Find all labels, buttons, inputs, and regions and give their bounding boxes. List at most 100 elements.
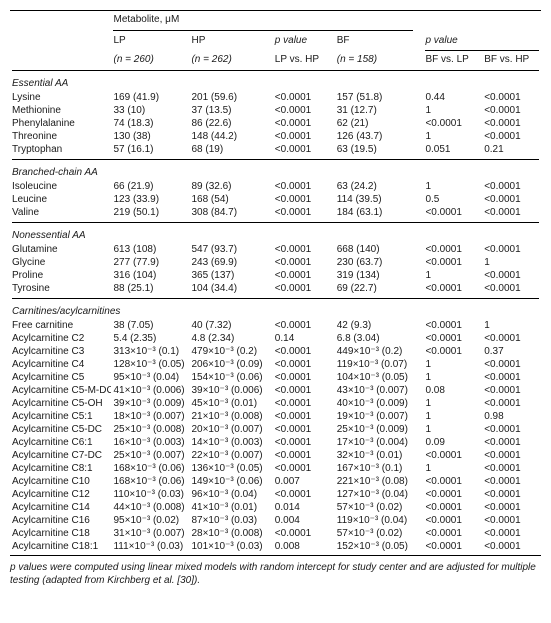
table-row: Acylcarnitine C6:116×10⁻³ (0.003)14×10⁻³… bbox=[10, 436, 541, 449]
col-metabolite: Metabolite, μM bbox=[111, 13, 414, 27]
cell-name: Acylcarnitine C5-DC bbox=[10, 423, 111, 436]
section-rule bbox=[12, 70, 539, 71]
cell-bf: 319 (134) bbox=[335, 269, 415, 282]
cell-gap bbox=[415, 475, 424, 488]
cell-gap bbox=[415, 143, 424, 156]
cell-p1: <0.0001 bbox=[273, 91, 335, 104]
cell-gap bbox=[415, 423, 424, 436]
cell-name: Acylcarnitine C5-OH bbox=[10, 397, 111, 410]
table-row: Acylcarnitine C1695×10⁻³ (0.02)87×10⁻³ (… bbox=[10, 514, 541, 527]
cell-p1: <0.0001 bbox=[273, 180, 335, 193]
col-p1b: LP vs. HP bbox=[273, 54, 335, 67]
cell-name: Glycine bbox=[10, 256, 111, 269]
cell-lp: 39×10⁻³ (0.009) bbox=[111, 397, 189, 410]
cell-bf: 6.8 (3.04) bbox=[335, 332, 415, 345]
cell-bf: 17×10⁻³ (0.004) bbox=[335, 436, 415, 449]
top-rule bbox=[10, 10, 541, 11]
cell-lp: 168×10⁻³ (0.06) bbox=[111, 462, 189, 475]
cell-gap bbox=[415, 193, 424, 206]
cell-bf: 449×10⁻³ (0.2) bbox=[335, 345, 415, 358]
cell-lp: 18×10⁻³ (0.007) bbox=[111, 410, 189, 423]
cell-bf: 230 (63.7) bbox=[335, 256, 415, 269]
cell-p1: <0.0001 bbox=[273, 397, 335, 410]
cell-p2: <0.0001 bbox=[423, 488, 482, 501]
cell-lp: 313×10⁻³ (0.1) bbox=[111, 345, 189, 358]
cell-name: Acylcarnitine C10 bbox=[10, 475, 111, 488]
section-title: Carnitines/acylcarnitines bbox=[10, 302, 541, 319]
cell-p3: <0.0001 bbox=[482, 243, 541, 256]
cell-lp: 316 (104) bbox=[111, 269, 189, 282]
cell-hp: 89 (32.6) bbox=[189, 180, 272, 193]
cell-p2: 1 bbox=[423, 410, 482, 423]
cell-p2: <0.0001 bbox=[423, 117, 482, 130]
cell-bf: 57×10⁻³ (0.02) bbox=[335, 527, 415, 540]
table-row: Free carnitine38 (7.05)40 (7.32)<0.00014… bbox=[10, 319, 541, 332]
cell-p1: <0.0001 bbox=[273, 358, 335, 371]
cell-gap bbox=[415, 436, 424, 449]
col-lp: LP bbox=[111, 34, 189, 47]
cell-lp: 111×10⁻³ (0.03) bbox=[111, 540, 189, 553]
cell-bf: 126 (43.7) bbox=[335, 130, 415, 143]
table-row: Acylcarnitine C8:1168×10⁻³ (0.06)136×10⁻… bbox=[10, 462, 541, 475]
cell-p1: <0.0001 bbox=[273, 256, 335, 269]
metabolite-table: Metabolite, μM LP HP p value BF p value … bbox=[10, 13, 541, 553]
table-row: Acylcarnitine C595×10⁻³ (0.04)154×10⁻³ (… bbox=[10, 371, 541, 384]
cell-bf: 63 (24.2) bbox=[335, 180, 415, 193]
cell-lp: 33 (10) bbox=[111, 104, 189, 117]
section-rule bbox=[12, 222, 539, 223]
cell-p2: <0.0001 bbox=[423, 449, 482, 462]
table-row: Acylcarnitine C5-DC25×10⁻³ (0.008)20×10⁻… bbox=[10, 423, 541, 436]
section-title: Essential AA bbox=[10, 74, 541, 91]
cell-hp: 308 (84.7) bbox=[189, 206, 272, 219]
cell-hp: 4.8 (2.34) bbox=[189, 332, 272, 345]
cell-hp: 104 (34.4) bbox=[189, 282, 272, 295]
cell-p2: 1 bbox=[423, 397, 482, 410]
cell-p1: <0.0001 bbox=[273, 282, 335, 295]
cell-lp: 31×10⁻³ (0.007) bbox=[111, 527, 189, 540]
table-row: Acylcarnitine C4128×10⁻³ (0.05)206×10⁻³ … bbox=[10, 358, 541, 371]
cell-hp: 96×10⁻³ (0.04) bbox=[189, 488, 272, 501]
cell-p1: <0.0001 bbox=[273, 462, 335, 475]
cell-bf: 42 (9.3) bbox=[335, 319, 415, 332]
cell-bf: 32×10⁻³ (0.01) bbox=[335, 449, 415, 462]
table-row: Acylcarnitine C25.4 (2.35)4.8 (2.34)0.14… bbox=[10, 332, 541, 345]
cell-p3: <0.0001 bbox=[482, 206, 541, 219]
cell-hp: 154×10⁻³ (0.06) bbox=[189, 371, 272, 384]
cell-name: Tyrosine bbox=[10, 282, 111, 295]
table-row: Acylcarnitine C12110×10⁻³ (0.03)96×10⁻³ … bbox=[10, 488, 541, 501]
cell-bf: 167×10⁻³ (0.1) bbox=[335, 462, 415, 475]
cell-p3: <0.0001 bbox=[482, 117, 541, 130]
col-bf-n: (n = 158) bbox=[335, 54, 415, 67]
table-row: Isoleucine66 (21.9)89 (32.6)<0.000163 (2… bbox=[10, 180, 541, 193]
cell-name: Phenylalanine bbox=[10, 117, 111, 130]
table-row: Tryptophan57 (16.1)68 (19)<0.000163 (19.… bbox=[10, 143, 541, 156]
cell-hp: 39×10⁻³ (0.006) bbox=[189, 384, 272, 397]
cell-bf: 127×10⁻³ (0.04) bbox=[335, 488, 415, 501]
cell-lp: 66 (21.9) bbox=[111, 180, 189, 193]
cell-gap bbox=[415, 488, 424, 501]
cell-bf: 62 (21) bbox=[335, 117, 415, 130]
cell-p1: <0.0001 bbox=[273, 436, 335, 449]
cell-bf: 57×10⁻³ (0.02) bbox=[335, 501, 415, 514]
cell-lp: 110×10⁻³ (0.03) bbox=[111, 488, 189, 501]
cell-p3: <0.0001 bbox=[482, 180, 541, 193]
cell-p3: 0.37 bbox=[482, 345, 541, 358]
col-lp-n: (n = 260) bbox=[111, 54, 189, 67]
cell-lp: 25×10⁻³ (0.007) bbox=[111, 449, 189, 462]
cell-p1: <0.0001 bbox=[273, 143, 335, 156]
table-row: Acylcarnitine C5:118×10⁻³ (0.007)21×10⁻³… bbox=[10, 410, 541, 423]
table-row: Leucine123 (33.9)168 (54)<0.0001114 (39.… bbox=[10, 193, 541, 206]
col-p2c: BF vs. HP bbox=[482, 54, 541, 67]
cell-p3: <0.0001 bbox=[482, 527, 541, 540]
table-row: Glutamine613 (108)547 (93.7)<0.0001668 (… bbox=[10, 243, 541, 256]
cell-lp: 169 (41.9) bbox=[111, 91, 189, 104]
cell-lp: 123 (33.9) bbox=[111, 193, 189, 206]
cell-lp: 74 (18.3) bbox=[111, 117, 189, 130]
cell-p2: 1 bbox=[423, 130, 482, 143]
cell-p1: <0.0001 bbox=[273, 206, 335, 219]
cell-p2: 0.09 bbox=[423, 436, 482, 449]
cell-p2: <0.0001 bbox=[423, 282, 482, 295]
cell-bf: 40×10⁻³ (0.009) bbox=[335, 397, 415, 410]
cell-hp: 365 (137) bbox=[189, 269, 272, 282]
cell-p3: <0.0001 bbox=[482, 475, 541, 488]
